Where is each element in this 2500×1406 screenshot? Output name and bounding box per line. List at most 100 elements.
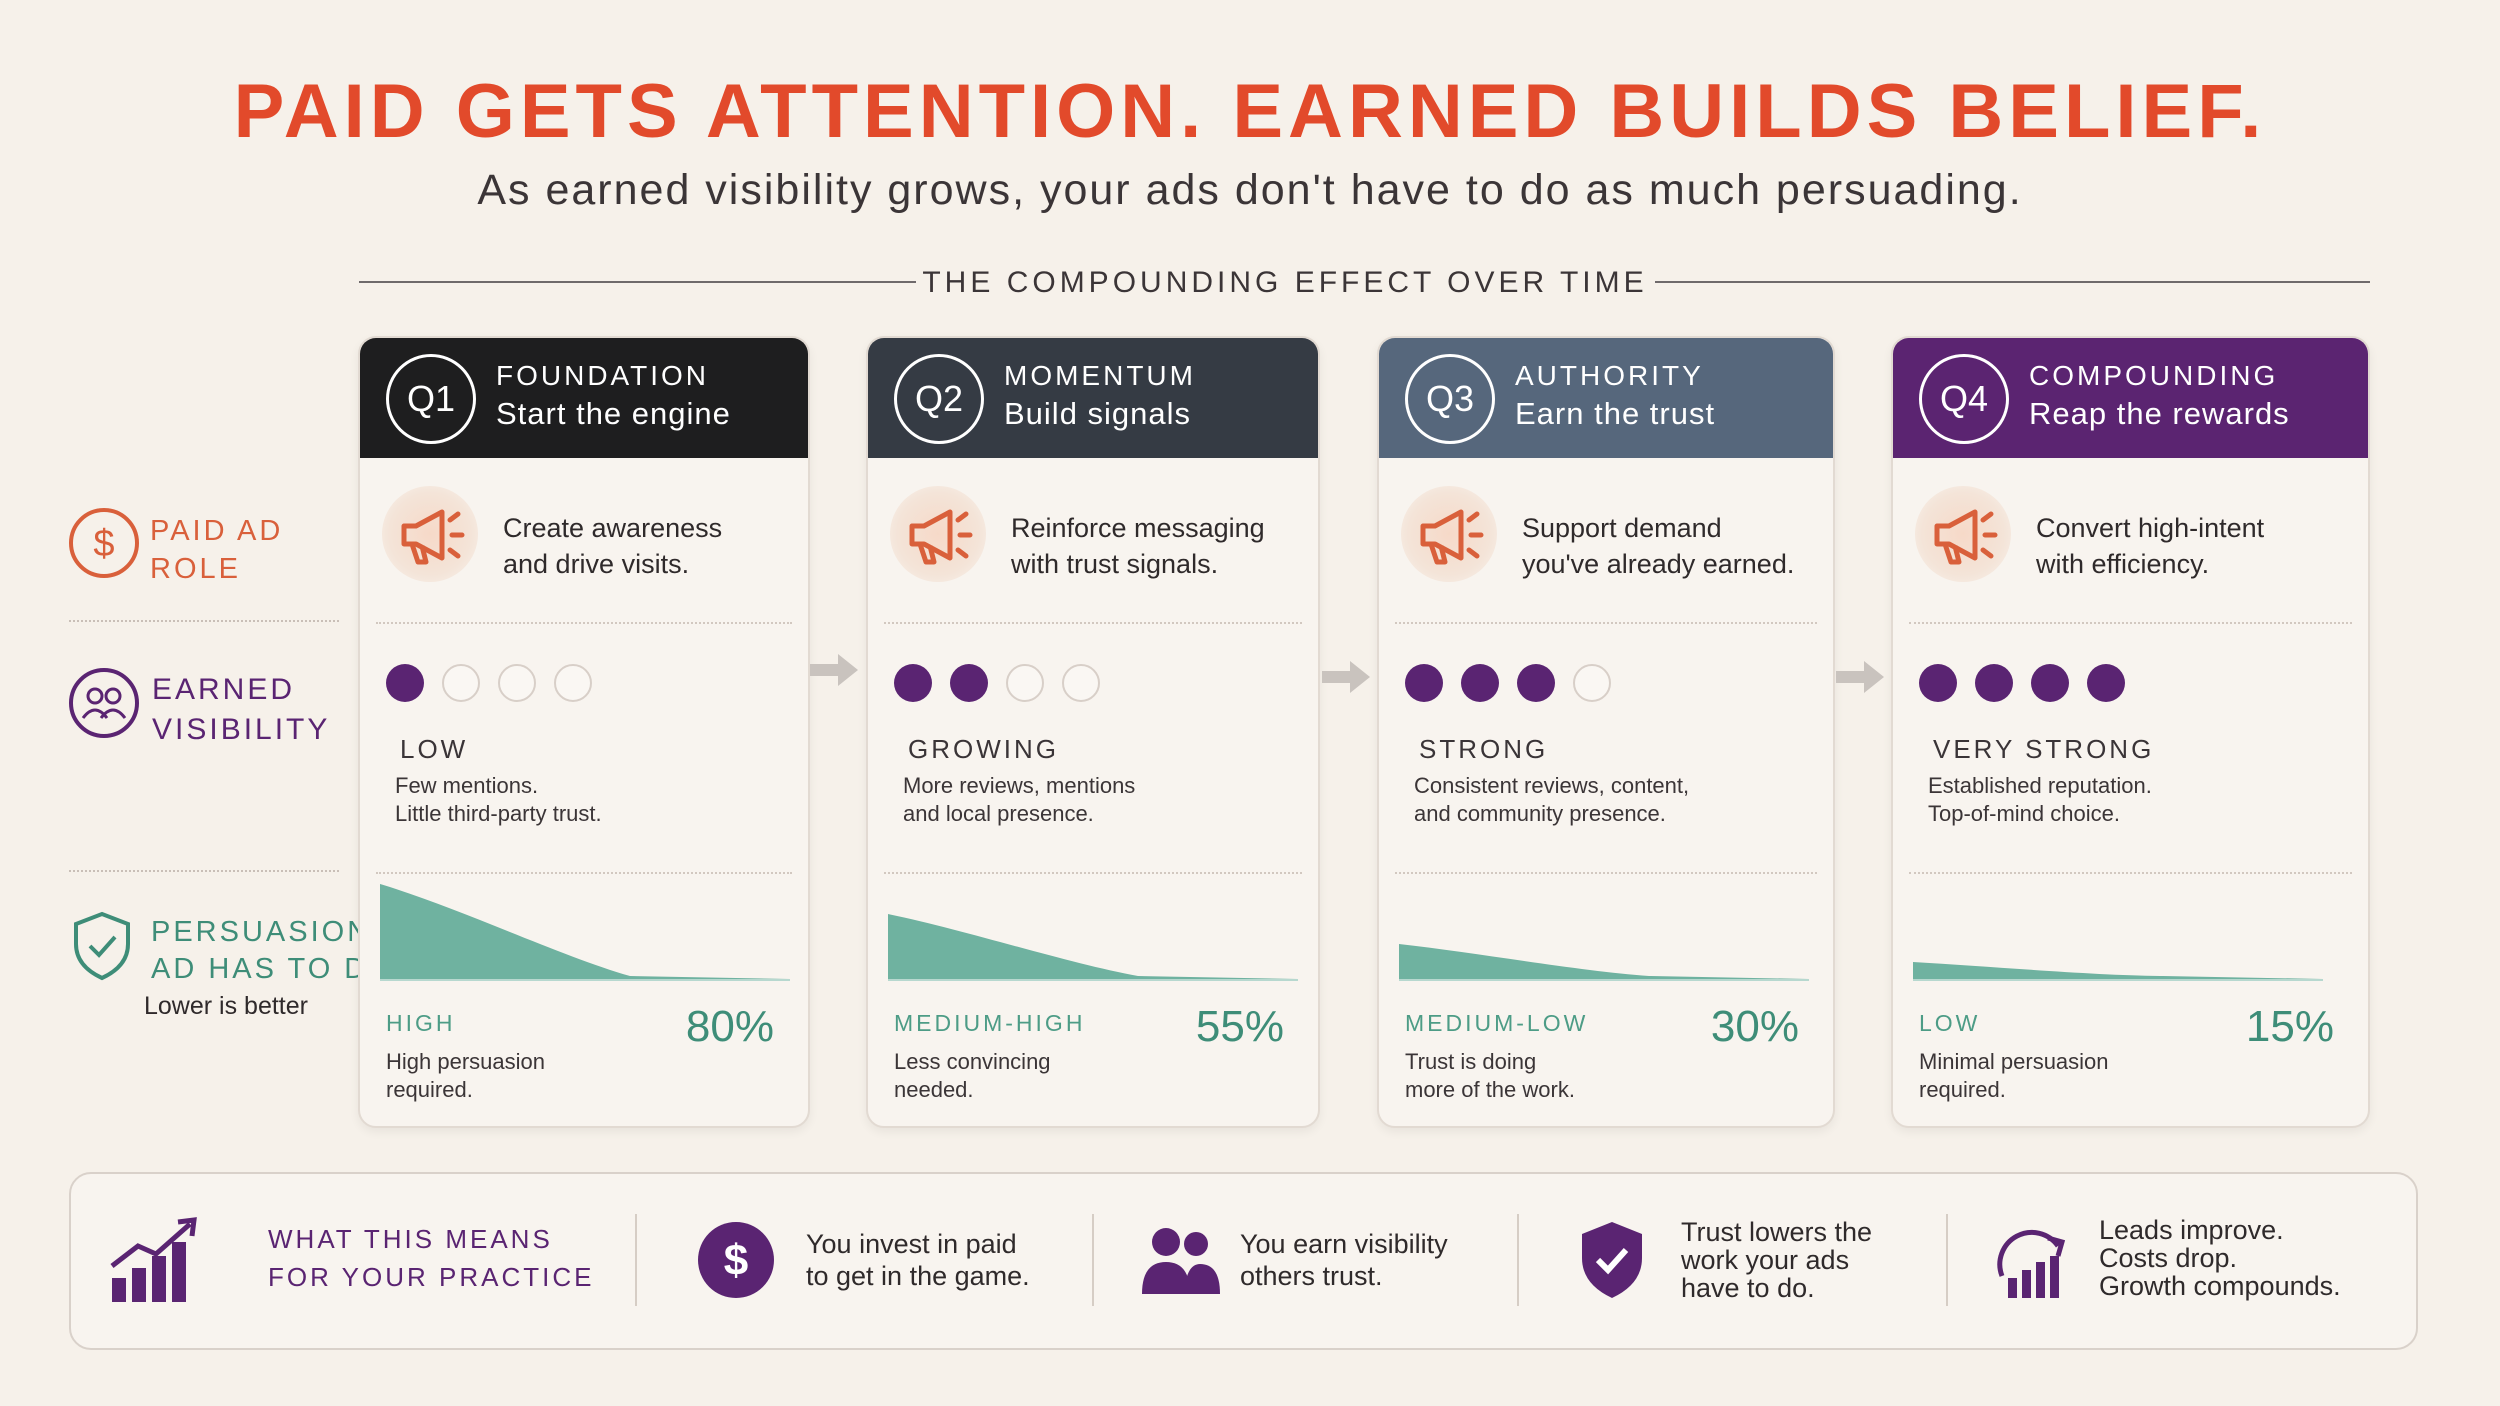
bottom-item-visibility: You earn visibility others trust. — [1240, 1228, 1448, 1292]
paid-ad-role-text: Support demand you've already earned. — [1522, 510, 1794, 582]
visibility-line: Consistent reviews, content, — [1414, 773, 1690, 798]
stage-subtitle: Start the engine — [496, 396, 731, 431]
arrow-right-icon — [810, 654, 858, 686]
card-divider — [884, 872, 1302, 874]
persuasion-line: Less convincing — [894, 1049, 1051, 1074]
subheadline: As earned visibility grows, your ads don… — [477, 166, 2023, 214]
practice-heading: WHAT THIS MEANS FOR YOUR PRACTICE — [268, 1220, 594, 1296]
visibility-dot-filled — [2087, 664, 2125, 702]
persuasion-line: more of the work. — [1405, 1077, 1575, 1102]
stage-name: COMPOUNDING — [2029, 360, 2279, 391]
persuasion-area — [380, 884, 790, 980]
persuasion-line: Minimal persuasion — [1919, 1049, 2109, 1074]
visibility-dot-empty — [1573, 664, 1611, 702]
bottom-divider — [1092, 1214, 1094, 1306]
arrow-right-icon — [1836, 661, 1884, 693]
bottom-item-line: others trust. — [1240, 1261, 1383, 1291]
persuasion-description: Trust is doing more of the work. — [1405, 1048, 1575, 1104]
persuasion-level: MEDIUM-HIGH — [894, 1010, 1086, 1036]
stage-header: Q2 MOMENTUM Build signals — [868, 338, 1318, 458]
persuasion-line: required. — [386, 1077, 473, 1102]
growth-chart-icon — [1997, 1229, 2066, 1298]
paid-ad-role-text: Reinforce messaging with trust signals. — [1011, 510, 1265, 582]
people-circle-icon — [69, 668, 139, 738]
persuasion-label: PERSUASION AD HAS TO DO — [151, 914, 394, 988]
bottom-item-trust: Trust lowers the work your ads have to d… — [1681, 1218, 1872, 1302]
bottom-divider — [1946, 1214, 1948, 1306]
persuasion-label-group — [70, 910, 134, 987]
visibility-dot-filled — [1517, 664, 1555, 702]
persuasion-level: HIGH — [386, 1010, 456, 1036]
stage-name: AUTHORITY — [1515, 360, 1704, 391]
stage-card-q1: Q1 FOUNDATION Start the engine Create aw… — [358, 336, 810, 1128]
svg-text:$: $ — [724, 1236, 748, 1285]
practice-summary-bar — [69, 1172, 2418, 1350]
row-divider — [69, 620, 339, 622]
earned-visibility-label-group — [67, 666, 141, 745]
card-divider — [1909, 622, 2352, 624]
persuasion-percent: 15% — [2245, 1002, 2334, 1051]
dollar-circle-icon: $ — [69, 508, 139, 578]
ad-role-line: and drive visits. — [503, 549, 690, 579]
visibility-level: VERY STRONG — [1933, 734, 2155, 764]
persuasion-area — [888, 914, 1298, 980]
persuasion-percent: 55% — [1195, 1002, 1284, 1051]
section-title: THE COMPOUNDING EFFECT OVER TIME — [922, 266, 1648, 299]
visibility-line: Established reputation. — [1928, 773, 2152, 798]
visibility-dot-filled — [1461, 664, 1499, 702]
persuasion-line: required. — [1919, 1077, 2006, 1102]
paid-ad-role-label-group: $ — [67, 506, 141, 585]
persuasion-level: MEDIUM-LOW — [1405, 1010, 1589, 1036]
visibility-line: Little third-party trust. — [395, 801, 602, 826]
persuasion-level: LOW — [1919, 1010, 1981, 1036]
dollar-coin-icon: $ — [698, 1222, 774, 1298]
stage-card-q3: Q3 AUTHORITY Earn the trust Support dema… — [1377, 336, 1835, 1128]
ad-role-line: you've already earned. — [1522, 549, 1795, 579]
visibility-dot-empty — [1006, 664, 1044, 702]
bottom-item-growth: Leads improve. Costs drop. Growth compou… — [2099, 1216, 2341, 1300]
quarter-badge: Q3 — [1405, 354, 1495, 444]
persuasion-description: Minimal persuasion required. — [1919, 1048, 2109, 1104]
visibility-line: Top-of-mind choice. — [1928, 801, 2120, 826]
visibility-dot-empty — [498, 664, 536, 702]
bottom-item-line: You earn visibility — [1240, 1229, 1448, 1259]
visibility-description: Consistent reviews, content, and communi… — [1414, 772, 1689, 828]
shield-check-icon — [74, 911, 130, 981]
visibility-dot-filled — [1405, 664, 1443, 702]
people-icon — [1142, 1228, 1220, 1294]
bottom-item-line: work your ads — [1681, 1245, 1850, 1275]
stage-card-q4: Q4 COMPOUNDING Reap the rewards Convert … — [1891, 336, 2370, 1128]
section-rule-right — [1655, 281, 2370, 283]
bottom-divider — [1517, 1214, 1519, 1306]
quarter-badge: Q1 — [386, 354, 476, 444]
persuasion-label-line1: PERSUASION — [151, 916, 372, 948]
card-divider — [376, 622, 792, 624]
visibility-dot-filled — [1975, 664, 2013, 702]
svg-text:$: $ — [93, 523, 114, 565]
megaphone-icon — [1915, 486, 2011, 582]
bottom-item-invest: You invest in paid to get in the game. — [806, 1228, 1030, 1292]
bottom-item-line: have to do. — [1681, 1273, 1815, 1303]
quarter-badge: Q4 — [1919, 354, 2009, 444]
paid-ad-role-text: Create awareness and drive visits. — [503, 510, 722, 582]
stage-subtitle: Build signals — [1004, 396, 1192, 431]
visibility-dot-filled — [2031, 664, 2069, 702]
persuasion-line: needed. — [894, 1077, 974, 1102]
persuasion-description: Less convincing needed. — [894, 1048, 1051, 1104]
visibility-line: and community presence. — [1414, 801, 1666, 826]
persuasion-percent: 30% — [1710, 1002, 1799, 1051]
ad-role-line: Create awareness — [503, 513, 723, 543]
ad-role-line: with trust signals. — [1011, 549, 1219, 579]
persuasion-percent: 80% — [685, 1002, 774, 1051]
visibility-level: GROWING — [908, 734, 1059, 764]
ad-role-line: Reinforce messaging — [1011, 513, 1265, 543]
ad-role-line: Convert high-intent — [2036, 513, 2265, 543]
persuasion-description: High persuasion required. — [386, 1048, 545, 1104]
persuasion-note: Lower is better — [144, 992, 308, 1020]
bottom-item-line: Growth compounds. — [2099, 1271, 2341, 1301]
persuasion-area-chart — [1399, 944, 1809, 981]
visibility-dot-filled — [386, 664, 424, 702]
bottom-item-line: You invest in paid — [806, 1229, 1017, 1259]
card-divider — [1395, 622, 1817, 624]
row-divider — [69, 870, 339, 872]
